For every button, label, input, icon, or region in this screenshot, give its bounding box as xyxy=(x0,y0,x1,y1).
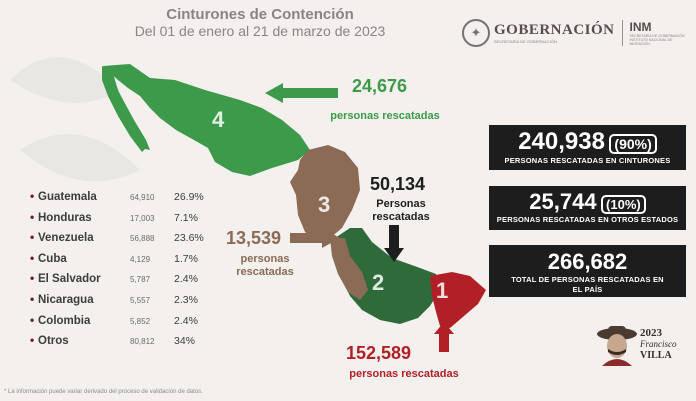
region-1-shape xyxy=(430,272,486,328)
date-range: Del 01 de enero al 21 de marzo de 2023 xyxy=(134,23,386,39)
bullet-icon: • xyxy=(30,230,35,245)
list-item: • Guatemala 64,910 26.9% xyxy=(30,189,204,210)
country-value: 80,812 xyxy=(130,337,155,347)
arrow-region-2 xyxy=(384,225,404,262)
villa-year: 2023 xyxy=(640,326,662,339)
bullet-icon: • xyxy=(30,271,35,286)
region-2-shape xyxy=(335,228,440,324)
country-pct: 23.6% xyxy=(174,232,204,245)
region-1-number: 1 xyxy=(436,278,449,303)
region-3-label: personas rescatadas xyxy=(236,253,294,278)
region-2-number: 2 xyxy=(372,270,385,295)
footnote: * La información puede variar derivado d… xyxy=(4,389,203,395)
region-3-value: 13,539 xyxy=(226,228,282,248)
country-pct: 7.1% xyxy=(174,211,198,224)
background-decoration xyxy=(10,57,140,182)
bullet-icon: • xyxy=(30,250,35,265)
inm-name: INM xyxy=(629,20,652,34)
summary-total-label: TOTAL DE PERSONAS RESCATADAS EN EL PAÍS xyxy=(511,275,664,294)
summary-otros-label: PERSONAS RESCATADAS EN OTROS ESTADOS xyxy=(496,215,679,224)
summary-otros-value: 25,744 xyxy=(529,189,597,214)
list-item: • Nicaragua 5,557 2.3% xyxy=(30,292,204,313)
bullet-icon: • xyxy=(30,209,35,224)
summary-cinturones-value: 240,938 xyxy=(518,128,605,155)
arrow-region-1 xyxy=(434,322,454,352)
list-item: • Honduras 17,003 7.1% xyxy=(30,210,204,231)
list-item: • Colombia 5,852 2.4% xyxy=(30,313,204,334)
region-3-south-shape xyxy=(330,238,368,300)
list-item: • El Salvador 5,787 2.4% xyxy=(30,271,204,292)
country-name: Nicaragua xyxy=(38,293,94,306)
country-value: 64,910 xyxy=(130,193,155,202)
summary-total: 266,682 TOTAL DE PERSONAS RESCATADAS EN … xyxy=(489,245,686,297)
eagle-seal-icon: ✦ xyxy=(462,19,490,47)
summary-otros-pct: (10%) xyxy=(601,195,646,214)
title-text: Cinturones de Contención xyxy=(166,6,354,23)
arrow-region-4 xyxy=(265,83,338,103)
region-4-number: 4 xyxy=(212,107,225,132)
country-value: 5,557 xyxy=(130,295,151,305)
infographic-title: Cinturones de Contención Del 01 de enero… xyxy=(110,6,410,40)
bullet-icon: • xyxy=(30,189,35,203)
country-value: 17,003 xyxy=(130,213,155,223)
country-name: Colombia xyxy=(38,314,91,327)
villa-line2: VILLA xyxy=(640,349,672,361)
inm-sub: SECRETARÍA DE GOBERNACIÓN INSTITUTO NACI… xyxy=(629,34,685,46)
region-2-value: 50,134 xyxy=(370,174,426,194)
summary-cinturones-pct: (90%) xyxy=(609,134,657,154)
summary-cinturones: 240,938 (90%) PERSONAS RESCATADAS EN CIN… xyxy=(489,125,686,170)
country-name: Honduras xyxy=(38,211,92,224)
bullet-icon: • xyxy=(30,291,35,306)
country-pct: 34% xyxy=(174,335,196,348)
country-list: • Guatemala 64,910 26.9% • Honduras 17,003 7.1… xyxy=(30,189,204,354)
list-item: • Cuba 4,129 1.7% xyxy=(30,251,204,272)
country-name: Guatemala xyxy=(38,191,97,203)
gobernacion-logo: GOBERNACIÓN SECRETARÍA DE GOBERNACIÓN xyxy=(494,22,615,44)
country-value: 5,787 xyxy=(130,275,151,285)
country-name: Otros xyxy=(38,335,69,348)
country-value: 4,129 xyxy=(130,254,151,264)
government-logos: ✦ GOBERNACIÓN SECRETARÍA DE GOBERNACIÓN … xyxy=(462,16,685,50)
region-4-label: personas rescatadas xyxy=(330,110,440,122)
list-item: • Venezuela 56,888 23.6% xyxy=(30,230,204,251)
baja-california-shape xyxy=(102,66,146,152)
summary-cinturones-label: PERSONAS RESCATADAS EN CINTURONES xyxy=(504,156,671,165)
villa-text: 2023 Francisco VILLA xyxy=(640,326,677,361)
country-name: El Salvador xyxy=(38,273,101,286)
region-1-label: personas rescatadas xyxy=(349,368,459,380)
region-4-value: 24,676 xyxy=(352,76,408,96)
summary-otros-estados: 25,744 (10%) PERSONAS RESCATADAS EN OTRO… xyxy=(489,186,686,230)
country-value: 5,852 xyxy=(130,316,151,326)
villa-portrait-icon xyxy=(597,326,637,366)
list-item: • Otros 80,812 34% xyxy=(30,333,204,354)
bullet-icon: • xyxy=(30,333,35,348)
region-2-label: Personas rescatadas xyxy=(372,198,430,223)
country-pct: 1.7% xyxy=(174,252,198,265)
gobernacion-name: GOBERNACIÓN xyxy=(494,22,615,38)
country-name: Cuba xyxy=(38,252,67,265)
region-4-shape xyxy=(103,64,310,176)
summary-total-value: 266,682 xyxy=(547,249,628,274)
country-pct: 2.4% xyxy=(174,273,198,286)
country-pct: 2.3% xyxy=(174,293,198,306)
villa-line1: Francisco xyxy=(640,338,677,349)
gobernacion-sub: SECRETARÍA DE GOBERNACIÓN xyxy=(494,39,557,44)
country-value: 56,888 xyxy=(130,234,155,244)
country-name: Venezuela xyxy=(38,232,94,245)
logo-divider xyxy=(621,20,623,46)
region-3-shape xyxy=(290,145,360,242)
inm-logo: INM SECRETARÍA DE GOBERNACIÓN INSTITUTO … xyxy=(630,20,685,46)
country-pct: 2.4% xyxy=(174,314,198,327)
arrow-region-3 xyxy=(290,228,340,248)
francisco-villa-logo: 2023 Francisco VILLA xyxy=(596,322,677,366)
country-pct: 26.9% xyxy=(174,191,204,203)
bullet-icon: • xyxy=(30,312,35,327)
region-1-value: 152,589 xyxy=(346,343,412,363)
region-3-number: 3 xyxy=(318,192,331,217)
